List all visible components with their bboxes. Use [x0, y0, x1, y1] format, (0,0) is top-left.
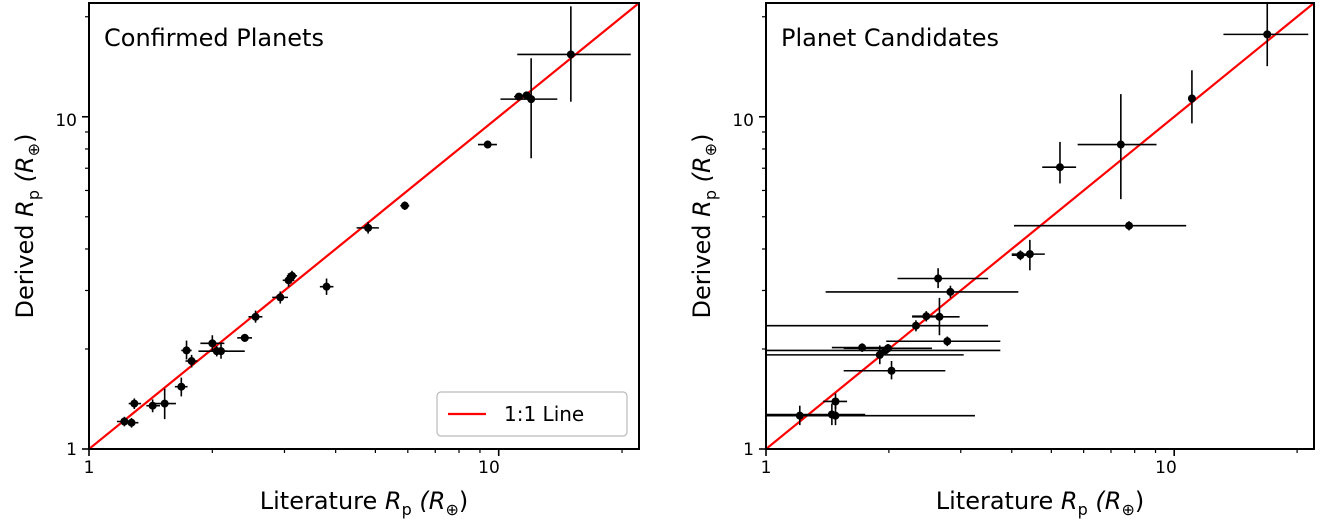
- data-point: [148, 401, 157, 410]
- data-point: [946, 287, 955, 296]
- data-point: [322, 282, 331, 291]
- data-point: [943, 337, 952, 346]
- data-point: [127, 418, 136, 427]
- data-point: [251, 312, 260, 321]
- data-point: [240, 333, 249, 342]
- data-point: [875, 350, 884, 359]
- data-point: [217, 347, 226, 356]
- data-point: [187, 357, 196, 366]
- data-point: [288, 271, 297, 280]
- plot-frame: [765, 2, 1315, 450]
- panel-title: Confirmed Planets: [104, 24, 324, 52]
- one-to-one-line: [89, 3, 639, 449]
- data-point: [795, 411, 804, 420]
- data-point: [177, 382, 186, 391]
- data-point: [1116, 140, 1125, 149]
- data-point: [911, 321, 920, 330]
- panel-confirmed-planets: Confirmed Planets 1:1 Line 1 10 1 10 Lit…: [11, 2, 640, 519]
- data-point: [1263, 30, 1272, 39]
- reference-line-layer: [89, 3, 639, 449]
- x-axis-label: Literature Rp (R⊕): [936, 487, 1144, 519]
- data-point: [922, 312, 931, 321]
- plot-frame: [88, 2, 640, 450]
- panel-planet-candidates: Planet Candidates 1 10 1 10 Literature R…: [688, 2, 1315, 519]
- data-point: [935, 312, 944, 321]
- legend-box: [436, 391, 628, 437]
- y-tick-label: 1: [743, 440, 754, 460]
- y-tick-label: 10: [732, 111, 754, 131]
- data-point: [1055, 163, 1064, 172]
- data-point: [527, 95, 536, 104]
- x-tick-label: 10: [1155, 458, 1177, 478]
- panel-title: Planet Candidates: [781, 24, 999, 52]
- x-axis-label: Literature Rp (R⊕): [260, 487, 468, 519]
- axis-ticks: [82, 16, 623, 456]
- data-point: [120, 417, 129, 426]
- data-point: [1125, 221, 1134, 230]
- data-points: [795, 30, 1272, 420]
- data-point: [1016, 251, 1025, 260]
- data-point: [887, 366, 896, 375]
- data-point: [276, 293, 285, 302]
- data-point: [160, 399, 169, 408]
- y-axis-label: Derived Rp (R⊕): [688, 134, 720, 319]
- data-point: [208, 339, 217, 348]
- data-points: [120, 50, 575, 427]
- data-point: [514, 92, 523, 101]
- data-point: [182, 346, 191, 355]
- data-point: [934, 274, 943, 283]
- data-point: [831, 397, 840, 406]
- data-point: [130, 399, 139, 408]
- data-point: [1025, 250, 1034, 259]
- y-axis-label: Derived Rp (R⊕): [11, 134, 43, 319]
- legend: 1:1 Line: [436, 391, 628, 437]
- x-tick-label: 1: [761, 458, 772, 478]
- y-tick-label: 1: [66, 440, 77, 460]
- data-point: [1187, 94, 1196, 103]
- y-tick-label: 10: [55, 111, 77, 131]
- data-point: [400, 201, 409, 210]
- data-point: [831, 411, 840, 420]
- x-tick-label: 1: [84, 458, 95, 478]
- legend-label: 1:1 Line: [504, 402, 584, 426]
- data-point: [483, 140, 492, 149]
- x-tick-label: 10: [478, 458, 500, 478]
- data-point: [566, 50, 575, 59]
- data-point: [883, 344, 892, 353]
- data-point: [858, 343, 867, 352]
- data-point: [364, 223, 373, 232]
